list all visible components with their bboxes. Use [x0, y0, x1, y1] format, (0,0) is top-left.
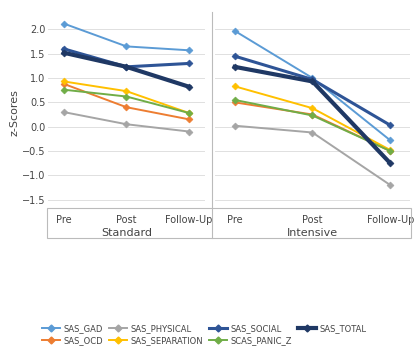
Text: Standard: Standard	[101, 228, 152, 238]
Y-axis label: z-Scores: z-Scores	[9, 89, 19, 136]
Text: Intensive: Intensive	[287, 228, 338, 238]
Legend: SAS_GAD, SAS_OCD, SAS_PHYSICAL, SAS_SEPARATION, SAS_SOCIAL, SCAS_PANIC_Z, SAS_TO: SAS_GAD, SAS_OCD, SAS_PHYSICAL, SAS_SEPA…	[42, 324, 367, 345]
